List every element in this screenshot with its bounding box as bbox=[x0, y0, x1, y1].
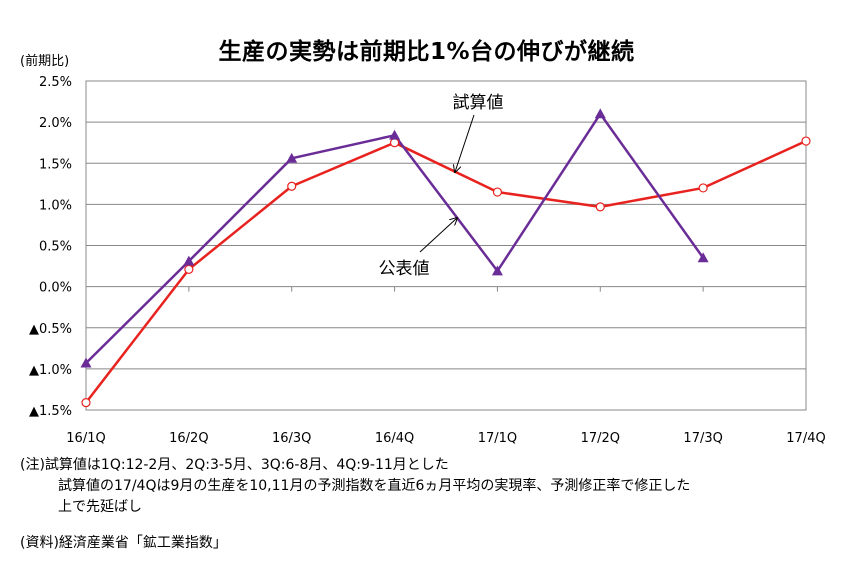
x-tick-label-0: 16/1Q bbox=[66, 431, 105, 446]
y-tick-label-6: ▲0.5% bbox=[29, 322, 72, 337]
x-tick-label-3: 16/4Q bbox=[375, 431, 414, 446]
series-label-leader-1 bbox=[419, 218, 457, 253]
note-line-2: 試算値の17/4Qは9月の生産を10,11月の予測指数を直近6ヵ月平均の実現率、… bbox=[58, 478, 691, 494]
x-tick-label-7: 17/4Q bbox=[786, 431, 825, 446]
series-1-point-4 bbox=[491, 265, 503, 276]
y-tick-label-0: 2.5% bbox=[39, 75, 72, 90]
series-1-point-2 bbox=[286, 152, 298, 163]
series-label-1: 公表値 bbox=[379, 259, 430, 279]
x-tick-label-5: 17/2Q bbox=[581, 431, 620, 446]
series-0-point-7 bbox=[801, 136, 811, 146]
series-0-point-6 bbox=[698, 183, 708, 193]
series-line-1 bbox=[85, 112, 705, 365]
series-label-0: 試算値 bbox=[453, 93, 504, 113]
series-0-point-3 bbox=[389, 138, 400, 148]
series-1-point-1 bbox=[183, 255, 195, 266]
y-tick-label-1: 2.0% bbox=[39, 116, 72, 131]
y-tick-label-7: ▲1.0% bbox=[29, 363, 72, 378]
y-tick-label-8: ▲1.5% bbox=[29, 404, 72, 419]
series-0-point-5 bbox=[595, 202, 605, 212]
series-1-point-0 bbox=[80, 357, 92, 368]
x-tick-label-2: 16/3Q bbox=[272, 431, 311, 446]
x-tick-label-6: 17/3Q bbox=[683, 431, 722, 446]
series-1-point-6 bbox=[697, 252, 709, 263]
series-1-point-5 bbox=[594, 108, 606, 119]
series-1-point-3 bbox=[389, 129, 401, 140]
chart-notes: (注)試算値は1Q:12-2月、2Q:3-5月、3Q:6-8月、4Q:9-11月… bbox=[20, 455, 690, 518]
y-tick-label-4: 0.5% bbox=[39, 240, 72, 255]
y-axis-unit-label: (前期比) bbox=[20, 54, 70, 69]
series-0-point-0 bbox=[81, 397, 91, 408]
x-tick-label-1: 16/2Q bbox=[169, 431, 208, 446]
source-note: (資料)経済産業省「鉱工業指数」 bbox=[20, 535, 227, 551]
y-tick-label-2: 1.5% bbox=[39, 157, 72, 172]
y-tick-label-5: 0.0% bbox=[39, 281, 72, 296]
note-line-1: (注)試算値は1Q:12-2月、2Q:3-5月、3Q:6-8月、4Q:9-11月… bbox=[20, 457, 449, 473]
series-line-0 bbox=[85, 139, 807, 404]
y-tick-label-3: 1.0% bbox=[39, 198, 72, 213]
series-0-point-1 bbox=[184, 264, 194, 274]
series-0-point-2 bbox=[287, 181, 297, 191]
series-0-point-4 bbox=[492, 187, 503, 197]
x-tick-label-4: 17/1Q bbox=[478, 431, 517, 446]
series-label-leader-0 bbox=[455, 114, 475, 172]
note-line-3: 上で先延ばし bbox=[58, 499, 142, 515]
chart-title: 生産の実勢は前期比1%台の伸びが継続 bbox=[218, 39, 635, 65]
